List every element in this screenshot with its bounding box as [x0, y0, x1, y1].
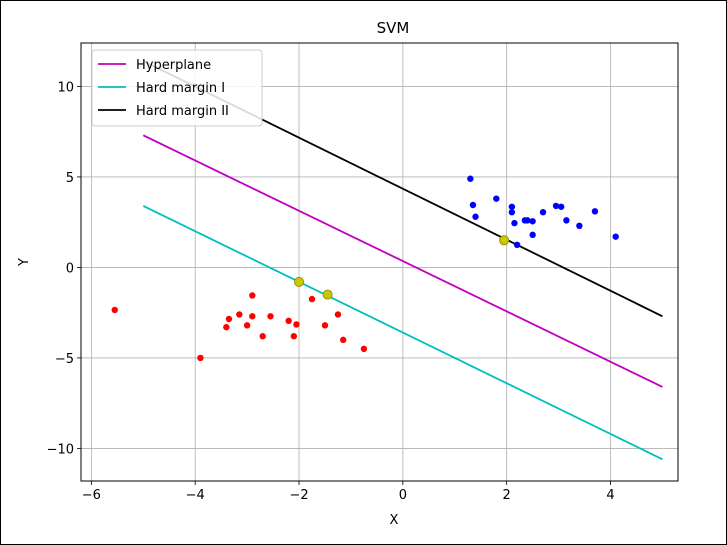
y-tick-label: 5 [66, 171, 74, 186]
x-axis-label: X [390, 513, 399, 528]
legend-label: Hyperplane [136, 58, 211, 73]
x-tick-label: 2 [503, 488, 511, 503]
data-point [529, 231, 536, 239]
data-point [529, 218, 536, 225]
data-point [469, 201, 477, 209]
x-tick-label: −4 [186, 488, 205, 503]
support-vector-point [294, 276, 305, 287]
data-point [334, 311, 342, 318]
data-point [591, 208, 599, 215]
data-point [243, 322, 251, 329]
y-tick-label: −5 [55, 352, 74, 367]
data-point [321, 322, 329, 329]
data-point [511, 219, 518, 227]
data-point [267, 313, 274, 320]
x-tick-label: −2 [289, 488, 308, 503]
x-tick-label: −6 [82, 488, 101, 503]
x-tick-label: 4 [606, 488, 614, 503]
data-point [197, 354, 204, 362]
series-line-1 [142, 134, 663, 388]
data-point [508, 209, 516, 216]
data-point [223, 323, 230, 331]
data-point [552, 202, 560, 210]
data-point [236, 311, 243, 318]
data-point [508, 203, 516, 210]
data-point [524, 217, 531, 224]
chart-title: SVM [377, 19, 410, 37]
legend-label: Hard margin II [136, 104, 229, 119]
data-point [513, 241, 521, 249]
legend-label: Hard margin I [136, 81, 225, 96]
x-tick-label: 0 [399, 488, 407, 503]
data-point [111, 306, 118, 314]
scatter-points [111, 175, 619, 362]
support-vector-point [499, 235, 510, 246]
y-tick-label: 0 [66, 261, 74, 276]
data-point [293, 321, 300, 328]
y-tick-label: −10 [47, 442, 74, 457]
data-point [612, 233, 619, 240]
data-point [563, 217, 570, 224]
data-point [225, 315, 233, 323]
support-vector-point [322, 289, 333, 300]
data-point [290, 333, 298, 340]
legend-box [91, 49, 263, 127]
data-point [493, 195, 500, 202]
axis-ticks: −6 −4 −2 0 2 4 −10 −5 0 5 10 [47, 80, 615, 503]
data-point [576, 222, 583, 230]
y-axis-label: Y [17, 258, 32, 267]
series-line-2 [142, 205, 663, 461]
y-tick-label: 10 [57, 80, 74, 95]
data-point [472, 213, 479, 220]
data-point [259, 333, 266, 340]
plot-border [80, 42, 679, 482]
data-point [285, 317, 292, 325]
data-point [557, 203, 565, 210]
legend: Hyperplane Hard margin I Hard margin II [91, 49, 263, 127]
data-point [360, 345, 368, 353]
data-point [467, 175, 474, 182]
data-point [339, 336, 347, 344]
data-point [249, 292, 256, 299]
data-point [249, 313, 256, 320]
data-point [308, 295, 316, 303]
data-point [539, 209, 547, 216]
